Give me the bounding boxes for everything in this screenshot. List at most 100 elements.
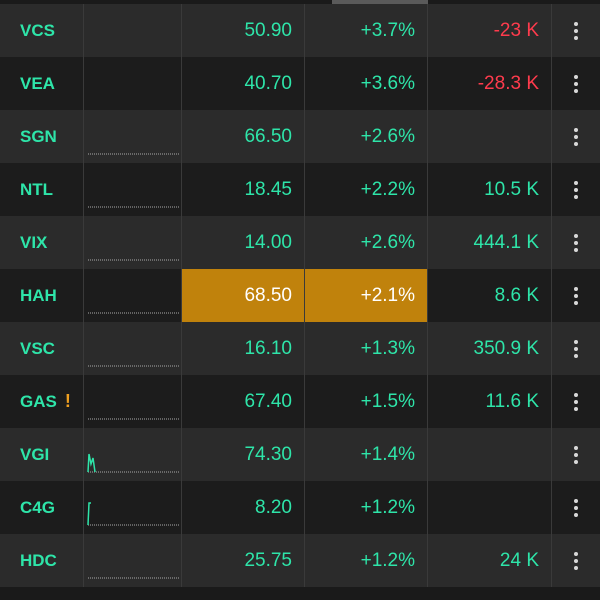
more-menu-button[interactable] <box>552 375 600 428</box>
table-row[interactable]: GAS! 67.40 +1.5% 11.6 K <box>0 375 600 428</box>
sparkline-cell <box>84 534 182 587</box>
sparkline-cell <box>84 216 182 269</box>
price-cell[interactable]: 25.75 <box>182 534 305 587</box>
symbol-cell[interactable]: VIX <box>0 216 84 269</box>
sparkline <box>88 153 180 155</box>
sparkline-cell <box>84 4 182 57</box>
symbol-label: NTL <box>20 179 54 199</box>
symbol-label: GAS <box>20 391 57 411</box>
more-vertical-icon <box>574 392 578 411</box>
more-menu-button[interactable] <box>552 481 600 534</box>
symbol-label: VCS <box>20 20 55 40</box>
volume-cell[interactable]: 350.9 K <box>428 322 552 375</box>
change-cell[interactable]: +2.6% <box>305 216 428 269</box>
change-cell[interactable]: +1.3% <box>305 322 428 375</box>
more-menu-button[interactable] <box>552 4 600 57</box>
table-row[interactable]: HAH 68.50 +2.1% 8.6 K <box>0 269 600 322</box>
more-menu-button[interactable] <box>552 428 600 481</box>
volume-cell[interactable] <box>428 428 552 481</box>
table-row[interactable]: NTL 18.45 +2.2% 10.5 K <box>0 163 600 216</box>
price-cell[interactable]: 66.50 <box>182 110 305 163</box>
symbol-cell[interactable]: HAH <box>0 269 84 322</box>
table-row[interactable]: VSC 16.10 +1.3% 350.9 K <box>0 322 600 375</box>
volume-cell[interactable]: 8.6 K <box>428 269 552 322</box>
sparkline-cell <box>84 269 182 322</box>
price-cell[interactable]: 18.45 <box>182 163 305 216</box>
volume-cell[interactable]: 10.5 K <box>428 163 552 216</box>
more-menu-button[interactable] <box>552 57 600 110</box>
more-menu-button[interactable] <box>552 269 600 322</box>
change-cell[interactable]: +2.1% <box>305 269 428 322</box>
price-cell[interactable]: 8.20 <box>182 481 305 534</box>
more-menu-button[interactable] <box>552 163 600 216</box>
sparkline-cell <box>84 110 182 163</box>
sparkline-cell <box>84 57 182 110</box>
table-row[interactable]: C4G 8.20 +1.2% <box>0 481 600 534</box>
price-cell[interactable]: 50.90 <box>182 4 305 57</box>
change-cell[interactable]: +3.6% <box>305 57 428 110</box>
table-row[interactable]: VIX 14.00 +2.6% 444.1 K <box>0 216 600 269</box>
volume-cell[interactable]: 444.1 K <box>428 216 552 269</box>
symbol-cell[interactable]: VGI <box>0 428 84 481</box>
price-cell[interactable]: 67.40 <box>182 375 305 428</box>
volume-cell[interactable]: -23 K <box>428 4 552 57</box>
sparkline-cell <box>84 375 182 428</box>
symbol-cell[interactable]: VEA <box>0 57 84 110</box>
price-cell[interactable]: 16.10 <box>182 322 305 375</box>
more-vertical-icon <box>574 74 578 93</box>
sparkline <box>88 577 180 579</box>
more-menu-button[interactable] <box>552 534 600 587</box>
symbol-label: VIX <box>20 232 48 252</box>
symbol-label: VEA <box>20 73 55 93</box>
more-vertical-icon <box>574 180 578 199</box>
price-cell[interactable]: 14.00 <box>182 216 305 269</box>
warning-icon: ! <box>64 391 71 411</box>
symbol-cell[interactable]: HDC <box>0 534 84 587</box>
price-cell[interactable]: 40.70 <box>182 57 305 110</box>
table-row[interactable]: HDC 25.75 +1.2% 24 K <box>0 534 600 587</box>
change-cell[interactable]: +1.4% <box>305 428 428 481</box>
sparkline <box>87 502 180 526</box>
table-row[interactable]: VCS 50.90 +3.7% -23 K <box>0 4 600 57</box>
table-row[interactable]: VGI 74.30 +1.4% <box>0 428 600 481</box>
symbol-cell[interactable]: VCS <box>0 4 84 57</box>
more-menu-button[interactable] <box>552 110 600 163</box>
sparkline-path <box>87 502 91 526</box>
symbol-cell[interactable]: VSC <box>0 322 84 375</box>
symbol-cell[interactable]: GAS! <box>0 375 84 428</box>
more-menu-button[interactable] <box>552 322 600 375</box>
price-cell[interactable]: 68.50 <box>182 269 305 322</box>
symbol-cell[interactable]: SGN <box>0 110 84 163</box>
sparkline-cell <box>84 481 182 534</box>
price-cell[interactable]: 74.30 <box>182 428 305 481</box>
change-cell[interactable]: +1.5% <box>305 375 428 428</box>
column-indicator <box>332 0 428 4</box>
symbol-label: VGI <box>20 444 50 464</box>
volume-cell[interactable]: -28.3 K <box>428 57 552 110</box>
more-vertical-icon <box>574 498 578 517</box>
more-vertical-icon <box>574 233 578 252</box>
volume-cell[interactable] <box>428 110 552 163</box>
change-cell[interactable]: +3.7% <box>305 4 428 57</box>
volume-cell[interactable]: 11.6 K <box>428 375 552 428</box>
more-vertical-icon <box>574 127 578 146</box>
table-row[interactable]: VEA 40.70 +3.6% -28.3 K <box>0 57 600 110</box>
sparkline <box>88 312 180 314</box>
change-cell[interactable]: +1.2% <box>305 534 428 587</box>
sparkline <box>88 259 180 261</box>
more-menu-button[interactable] <box>552 216 600 269</box>
volume-cell[interactable]: 24 K <box>428 534 552 587</box>
more-vertical-icon <box>574 286 578 305</box>
change-cell[interactable]: +2.6% <box>305 110 428 163</box>
more-vertical-icon <box>574 339 578 358</box>
symbol-label: VSC <box>20 338 55 358</box>
symbol-cell[interactable]: NTL <box>0 163 84 216</box>
symbol-cell[interactable]: C4G <box>0 481 84 534</box>
symbol-label: C4G <box>20 497 55 517</box>
sparkline <box>87 453 180 473</box>
change-cell[interactable]: +1.2% <box>305 481 428 534</box>
change-cell[interactable]: +2.2% <box>305 163 428 216</box>
more-vertical-icon <box>574 21 578 40</box>
table-row[interactable]: SGN 66.50 +2.6% <box>0 110 600 163</box>
volume-cell[interactable] <box>428 481 552 534</box>
